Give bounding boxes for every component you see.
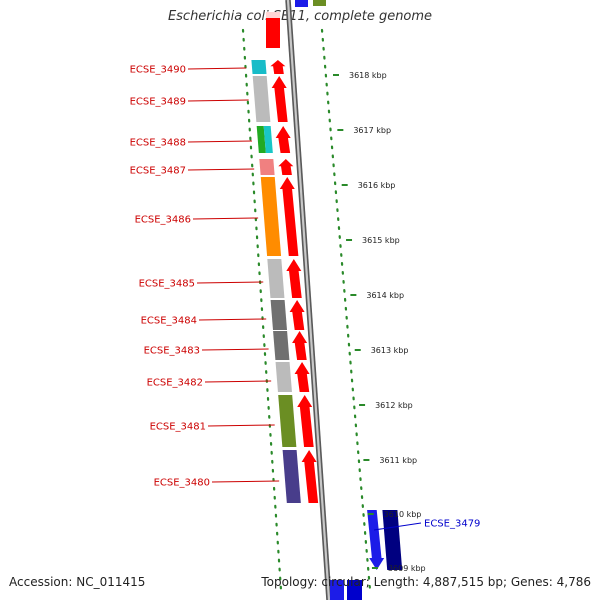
gene-label[interactable]: ECSE_3481: [150, 422, 206, 433]
category-bar[interactable]: [273, 331, 290, 360]
guide-dots: [320, 28, 372, 592]
gene-arrows: [270, 60, 385, 570]
gene-arrow[interactable]: [275, 126, 291, 153]
gene-label[interactable]: ECSE_3482: [147, 378, 203, 389]
kbp-label: 3615 kbp: [362, 236, 400, 245]
partial-feature-top[interactable]: [266, 12, 280, 48]
category-bar[interactable]: [263, 126, 273, 153]
gene-label[interactable]: ECSE_3480: [154, 478, 210, 489]
label-leader: [192, 217, 259, 220]
label-leader: [187, 67, 247, 70]
gene-arrow[interactable]: [286, 259, 302, 298]
kbp-label: 3618 kbp: [349, 71, 387, 80]
gene-arrow[interactable]: [292, 331, 308, 360]
kbp-label: 3617 kbp: [353, 126, 391, 135]
partial-features: [266, 0, 362, 600]
label-leader: [373, 522, 422, 531]
label-leader: [211, 480, 280, 483]
gene-label[interactable]: ECSE_3485: [139, 279, 195, 290]
gene-label[interactable]: ECSE_3488: [130, 138, 186, 149]
gene-label[interactable]: ECSE_3484: [141, 316, 197, 327]
label-leader: [187, 99, 249, 102]
kbp-label: 3613 kbp: [371, 346, 409, 355]
genome-title: Escherichia coli SE11, complete genome: [167, 9, 433, 24]
gene-arrow[interactable]: [297, 395, 314, 447]
category-bar[interactable]: [252, 76, 271, 122]
label-leaders: [187, 67, 422, 531]
category-bar[interactable]: [260, 177, 282, 256]
label-leader: [187, 140, 252, 143]
kbp-ruler: 3618 kbp 3617 kbp 3616 kbp 3615 kbp 3614 kbp…: [333, 71, 426, 573]
gene-arrow[interactable]: [289, 300, 305, 330]
gene-arrow[interactable]: [294, 362, 310, 392]
category-bar[interactable]: [275, 362, 292, 392]
category-bar[interactable]: [267, 259, 285, 298]
gene-label[interactable]: ECSE_3479: [424, 519, 480, 530]
partial-feature-top[interactable]: [313, 0, 326, 6]
category-bar[interactable]: [256, 126, 266, 153]
gene-label[interactable]: ECSE_3489: [130, 97, 186, 108]
label-leader: [201, 348, 269, 351]
label-leader: [187, 168, 255, 171]
gene-label[interactable]: ECSE_3490: [130, 65, 186, 76]
gene-arrow[interactable]: [271, 76, 288, 122]
accession-text: Accession: NC_011415: [9, 575, 146, 589]
partial-feature-top[interactable]: [266, 12, 280, 18]
genome-backbone: [285, 0, 332, 600]
category-bar[interactable]: [278, 395, 297, 447]
label-leader: [196, 281, 264, 284]
kbp-label: 3611 kbp: [379, 456, 417, 465]
guide-dots: [241, 28, 283, 592]
ruler-guides: [241, 28, 372, 592]
kbp-label: 3614 kbp: [366, 291, 404, 300]
category-bar[interactable]: [282, 450, 301, 503]
category-bar[interactable]: [382, 510, 403, 570]
label-leader: [204, 380, 272, 383]
gene-arrow[interactable]: [301, 450, 319, 503]
category-bars: [251, 60, 403, 570]
kbp-label: 3612 kbp: [375, 401, 413, 410]
label-leader: [207, 424, 275, 427]
partial-feature-bottom[interactable]: [347, 580, 362, 600]
kbp-label: 3616 kbp: [358, 181, 396, 190]
partial-feature-bottom[interactable]: [330, 580, 344, 600]
kbp-label: 3609 kbp: [388, 564, 426, 573]
category-bar[interactable]: [270, 300, 287, 330]
gene-label[interactable]: ECSE_3483: [144, 346, 200, 357]
partial-feature-top[interactable]: [295, 0, 308, 7]
category-bar[interactable]: [251, 60, 267, 74]
gene-arrow[interactable]: [270, 60, 286, 74]
kbp-label: 3610 kbp: [384, 510, 422, 519]
gene-arrow[interactable]: [279, 177, 299, 256]
backbone-highlight: [286, 0, 331, 600]
gene-labels: ECSE_3490 ECSE_3489 ECSE_3488 ECSE_3487 ECSE…: [130, 65, 481, 530]
gene-label[interactable]: ECSE_3486: [135, 215, 191, 226]
genome-summary-text: Topology: circular; Length: 4,887,515 bp…: [261, 575, 591, 589]
gene-label[interactable]: ECSE_3487: [130, 166, 186, 177]
category-bar[interactable]: [259, 159, 275, 175]
gene-arrow[interactable]: [278, 159, 294, 175]
label-leader: [198, 318, 267, 321]
gene-arrow[interactable]: [367, 510, 385, 570]
